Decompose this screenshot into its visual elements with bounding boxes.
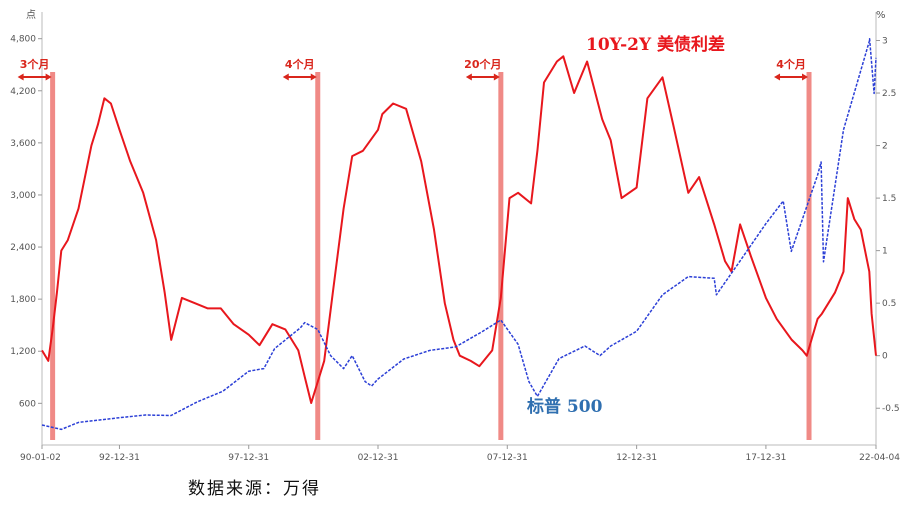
left-tick-label: 1,800 (10, 295, 36, 305)
x-tick-label: 12-12-31 (616, 453, 657, 463)
left-tick-label: 3,600 (10, 139, 36, 149)
x-tick-label: 07-12-31 (487, 453, 528, 463)
x-tick-label: 97-12-31 (228, 453, 269, 463)
left-tick-label: 1,200 (10, 347, 36, 357)
x-tick-label: 92-12-31 (99, 453, 140, 463)
x-tick-label: 90-01-02 (20, 453, 61, 463)
inversion-label: 4个月 (285, 57, 315, 71)
right-tick-label: 2 (882, 142, 888, 152)
left-tick-label: 3,000 (10, 191, 36, 201)
right-tick-label: 2.5 (882, 89, 896, 99)
inversion-bar (50, 72, 56, 440)
chart-frame (41, 12, 877, 446)
x-tick-label: 02-12-31 (358, 453, 399, 463)
right-tick-label: 3 (882, 37, 888, 47)
inversion-label: 3个月 (20, 57, 50, 71)
x-tick-label: 17-12-31 (745, 453, 786, 463)
inversion-label: 4个月 (776, 57, 806, 71)
right-tick-label: 0.5 (882, 299, 896, 309)
left-tick-label: 2,400 (10, 243, 36, 253)
spx-line (41, 37, 877, 431)
source-note: 数据来源：万得 (188, 479, 321, 499)
chart-axes: 600 1,200 1,800 2,400 3,000 3,600 4,200 4,800 -0… (10, 35, 900, 463)
inversion-annotations: 3个月 4个月 20个月 4个月 (17, 57, 809, 81)
right-tick-label: -0.5 (882, 404, 900, 414)
chart: 600 1,200 1,800 2,400 3,000 3,600 4,200 4,800 -0… (10, 9, 900, 463)
left-tick-label: 4,200 (10, 87, 36, 97)
spread-line (41, 55, 877, 404)
inversion-bar (498, 72, 504, 440)
inversion-bar (806, 72, 812, 440)
right-axis-unit: % (876, 10, 886, 21)
inversion-label: 20个月 (464, 57, 501, 71)
spx-series-title: 标普 500 (527, 396, 603, 417)
spread-series-title: 10Y-2Y 美债利差 (586, 34, 725, 55)
right-tick-label: 1 (882, 247, 888, 257)
left-tick-label: 4,800 (10, 35, 36, 45)
left-tick-label: 600 (19, 399, 36, 409)
inversion-bar (315, 72, 321, 440)
right-tick-label: 0 (882, 352, 888, 362)
x-tick-label: 22-04-04 (859, 453, 900, 463)
right-tick-label: 1.5 (882, 194, 896, 204)
left-axis-unit: 点 (26, 9, 36, 21)
series-lines (41, 37, 877, 431)
inversion-bars (50, 72, 812, 440)
